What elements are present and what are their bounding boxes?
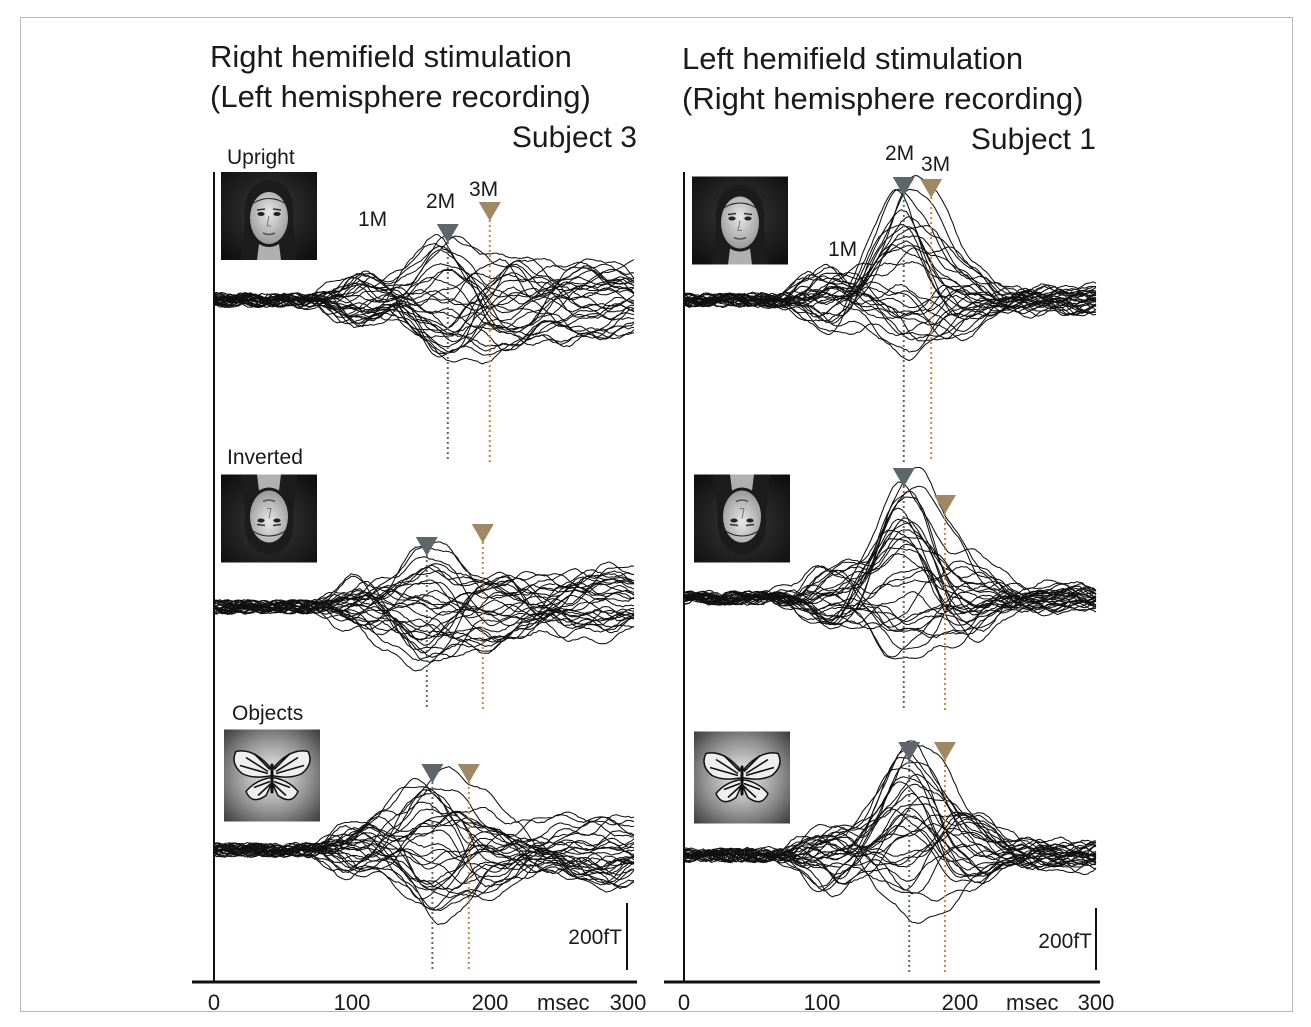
left-panel-subject: Subject 3 (512, 121, 637, 154)
meg-trace (213, 286, 635, 336)
meg-trace (683, 792, 1096, 877)
peak-marker-3M-icon (471, 524, 494, 543)
meg-trace (683, 285, 1097, 326)
left-x-tick-200: 200 (472, 990, 509, 1015)
left-peak-label-2M: 2M (426, 190, 455, 213)
left-peak-label-1M: 1M (358, 208, 387, 231)
right-panel-subject: Subject 1 (971, 123, 1096, 156)
peak-marker-3M-icon (920, 179, 943, 198)
right-peak-label-3M: 3M (921, 153, 950, 176)
meg-trace (213, 599, 634, 654)
right-x-tick-300: 300 (1078, 990, 1115, 1015)
peak-marker-2M-icon (892, 468, 915, 487)
inverted-face-photo-icon (221, 473, 317, 564)
meg-trace (683, 553, 1097, 615)
meg-trace (213, 273, 635, 352)
meg-trace (683, 481, 1097, 606)
meg-trace (683, 813, 1097, 878)
right-x-unit: msec (1006, 990, 1059, 1015)
meg-trace (213, 285, 635, 355)
meg-trace (683, 822, 1097, 865)
peak-marker-3M-icon (478, 202, 501, 221)
peak-marker-2M-icon (436, 224, 459, 243)
condition-label-upright: Upright (227, 146, 295, 169)
meg-trace (213, 245, 635, 308)
left-panel-peak-markers (415, 202, 501, 972)
meg-trace (683, 283, 1097, 319)
left-x-unit: msec (537, 990, 590, 1015)
peak-marker-2M-icon (898, 742, 921, 761)
meg-trace (213, 841, 635, 911)
right-panel: Left hemifield stimulation (Right hemisp… (664, 41, 1114, 1015)
right-panel-traces (683, 175, 1097, 924)
figure-border (20, 17, 1293, 1012)
peak-marker-2M-icon (892, 177, 915, 196)
meg-trace (213, 242, 635, 307)
meg-trace (683, 592, 1097, 637)
upright-face-photo-icon (692, 175, 788, 266)
meg-trace (683, 260, 1097, 307)
right-peak-label-2M: 2M (885, 142, 914, 165)
meg-trace (213, 235, 635, 316)
right-panel-peak-markers (892, 177, 956, 972)
meg-trace (213, 568, 635, 615)
meg-trace (683, 588, 1097, 628)
butterfly-photo-icon (694, 730, 790, 825)
right-panel-title-line2: (Right hemisphere recording) (682, 81, 1083, 116)
meg-trace (683, 838, 1097, 898)
right-x-tick-200: 200 (942, 990, 979, 1015)
meg-trace (683, 783, 1097, 862)
left-x-tick-100: 100 (334, 990, 371, 1015)
meg-trace (213, 811, 635, 856)
meg-trace (213, 821, 635, 858)
meg-trace (213, 766, 635, 890)
peak-marker-2M-icon (421, 764, 444, 783)
meg-trace (683, 834, 1097, 895)
meg-trace (213, 279, 635, 358)
meg-trace (213, 272, 635, 365)
right-peak-label-1M: 1M (828, 238, 857, 261)
right-scale-bar-label: 200fT (1038, 930, 1092, 953)
right-panel-title-line1: Left hemifield stimulation (682, 41, 1023, 76)
left-panel: Right hemifield stimulation (Left hemisp… (192, 39, 646, 1015)
right-x-tick-100: 100 (804, 990, 841, 1015)
left-panel-title-line2: (Left hemisphere recording) (210, 79, 591, 114)
meg-trace (683, 812, 1097, 885)
meg-trace (213, 592, 635, 624)
meg-trace (213, 579, 635, 641)
meg-trace (213, 295, 635, 346)
left-x-tick-300: 300 (610, 990, 647, 1015)
upright-face-photo-icon (221, 172, 317, 260)
meg-trace (213, 584, 635, 642)
left-panel-title-line1: Right hemifield stimulation (210, 39, 572, 74)
peak-marker-3M-icon (933, 742, 956, 761)
meg-trace (213, 588, 635, 637)
meg-trace (213, 819, 635, 888)
meg-trace (213, 808, 635, 861)
meg-trace (213, 570, 635, 650)
left-x-tick-0: 0 (208, 990, 220, 1015)
peak-marker-3M-icon (457, 764, 480, 783)
meg-trace (683, 271, 1097, 342)
right-x-tick-0: 0 (678, 990, 690, 1015)
meg-trace (213, 789, 635, 871)
meg-trace (213, 263, 635, 329)
meg-trace (683, 225, 1097, 311)
condition-label-inverted: Inverted (227, 446, 303, 469)
left-peak-label-3M: 3M (469, 178, 498, 201)
peak-marker-2M-icon (415, 537, 438, 556)
peak-marker-3M-icon (933, 495, 956, 514)
meg-trace (213, 801, 635, 888)
meg-trace (683, 565, 1097, 623)
butterfly-photo-icon (224, 728, 320, 823)
meg-trace (683, 828, 1097, 883)
left-scale-bar-label: 200fT (568, 926, 622, 949)
meg-trace (213, 842, 635, 881)
meg-trace (683, 216, 1097, 308)
meg-trace (683, 560, 1097, 625)
meg-trace (683, 807, 1097, 869)
condition-label-objects: Objects (232, 702, 303, 725)
inverted-face-photo-icon (694, 473, 790, 564)
